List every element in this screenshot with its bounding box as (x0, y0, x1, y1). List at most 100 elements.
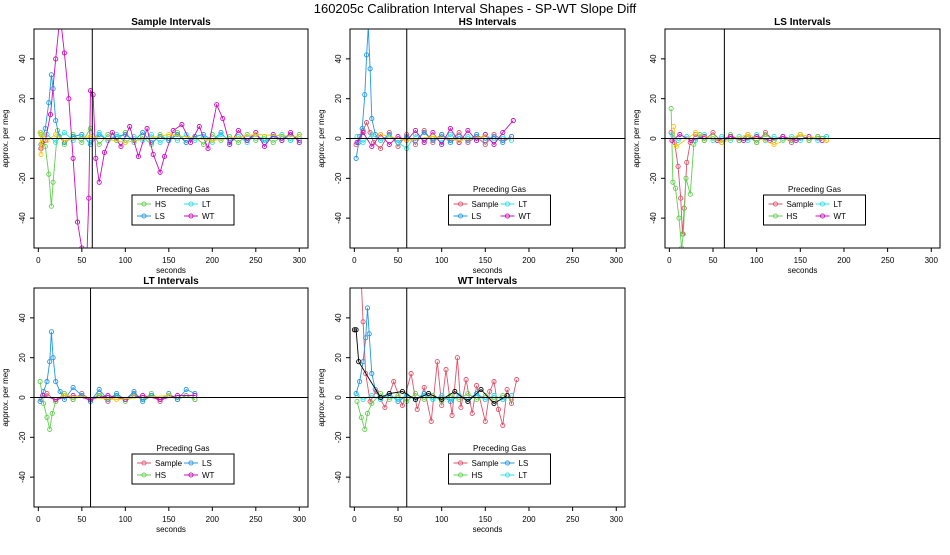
data-point (754, 139, 760, 146)
data-point (296, 139, 302, 146)
data-point (366, 331, 372, 337)
plot-area (37, 29, 302, 280)
series-line (39, 331, 196, 403)
x-tick-label: 300 (610, 256, 624, 265)
data-point (693, 129, 699, 136)
data-point (434, 359, 440, 365)
panel-2: HS Intervals 0 50 100 150 200 250 300 -40 -20 0 20 4… (317, 17, 626, 275)
data-point (49, 410, 55, 416)
y-tick-label: -20 (18, 172, 27, 184)
data-point (279, 131, 285, 138)
data-point (447, 125, 453, 132)
data-point (270, 131, 276, 138)
y-tick-label: 20 (649, 94, 658, 103)
data-point (399, 402, 405, 409)
data-point (676, 215, 682, 221)
legend-entry-hs: HS (768, 212, 798, 221)
data-point (41, 131, 47, 138)
data-point (74, 219, 81, 225)
data-point (491, 400, 497, 407)
legend-entry-wt: WT (184, 471, 215, 480)
legend-title: Preceding Gas (473, 185, 526, 194)
legend-entry-lt: LT (184, 200, 211, 209)
y-tick-label: 40 (334, 54, 343, 63)
data-point (771, 141, 777, 148)
x-axis-label: seconds (473, 266, 503, 275)
y-axis: -40 -20 0 20 40 (334, 54, 350, 224)
y-tick-label: -40 (649, 212, 658, 224)
data-point (367, 66, 373, 72)
y-tick-label: 40 (334, 313, 343, 322)
data-point (668, 106, 674, 112)
legend-swatch-point (457, 472, 464, 478)
y-axis: -40 -20 0 20 40 (649, 54, 665, 224)
x-tick-label: 0 (352, 515, 357, 524)
x-tick-label: 250 (249, 256, 263, 265)
x-tick-label: 300 (293, 256, 307, 265)
series-line (355, 307, 512, 403)
data-point (677, 131, 683, 138)
data-point (372, 386, 378, 393)
legend-entry-hs: HS (453, 471, 483, 480)
data-point (421, 129, 427, 136)
data-point (157, 139, 163, 146)
data-point (491, 141, 497, 148)
data-point (84, 276, 88, 280)
legend-label: WT (202, 212, 215, 221)
data-point (351, 327, 357, 333)
data-point (42, 143, 48, 150)
data-point (57, 388, 63, 395)
data-point (39, 143, 45, 150)
y-axis: -40 -20 0 20 40 (18, 54, 34, 224)
data-point (362, 426, 368, 432)
legend-entry-sample: Sample (453, 200, 499, 209)
data-point (358, 414, 364, 420)
data-point (672, 185, 679, 191)
x-tick-label: 150 (162, 256, 176, 265)
legend-entry-ls: LS (184, 459, 212, 468)
x-tick-label: 50 (77, 256, 86, 265)
legend-entry-sample: Sample (453, 459, 499, 468)
data-point (96, 179, 102, 185)
data-point (114, 131, 120, 138)
data-point (90, 92, 96, 98)
legend-label: LS (155, 212, 165, 221)
y-tick-label: 40 (18, 313, 27, 322)
data-point (382, 404, 388, 411)
y-tick-label: 0 (334, 395, 343, 400)
panel-4: LT Intervals 0 50 100 150 200 250 300 -40 -20 0 20 4… (1, 276, 309, 534)
data-point (170, 127, 176, 134)
x-tick-label: 200 (522, 256, 536, 265)
legend-swatch-point (457, 460, 464, 466)
legend-label: HS (155, 471, 166, 480)
legend-swatch-point (504, 213, 511, 219)
series-line (40, 29, 300, 248)
x-tick-label: 200 (837, 256, 851, 265)
data-point (353, 155, 359, 161)
data-point (510, 118, 516, 124)
data-point (465, 390, 471, 397)
data-point (364, 120, 370, 126)
data-point (214, 102, 220, 108)
legend-swatch-point (772, 201, 779, 207)
data-point (205, 145, 211, 152)
legend-label: WT (519, 212, 532, 221)
data-point (673, 143, 679, 150)
x-tick-label: 50 (394, 515, 403, 524)
legend-label: WT (834, 212, 847, 221)
data-point (47, 112, 54, 118)
data-point (38, 151, 44, 157)
x-axis-label: seconds (156, 525, 186, 534)
y-tick-label: 40 (649, 54, 658, 63)
legend-label: LT (519, 471, 528, 480)
x-tick-label: 50 (709, 256, 718, 265)
x-tick-label: 250 (566, 256, 580, 265)
data-point (288, 129, 294, 136)
legend-label: HS (155, 200, 166, 209)
legend-swatch-point (141, 201, 147, 207)
plot-area (353, 29, 516, 161)
x-tick-label: 0 (36, 515, 41, 524)
legend-swatch-point (188, 213, 194, 219)
series-ls (37, 329, 198, 405)
data-point (369, 131, 375, 138)
